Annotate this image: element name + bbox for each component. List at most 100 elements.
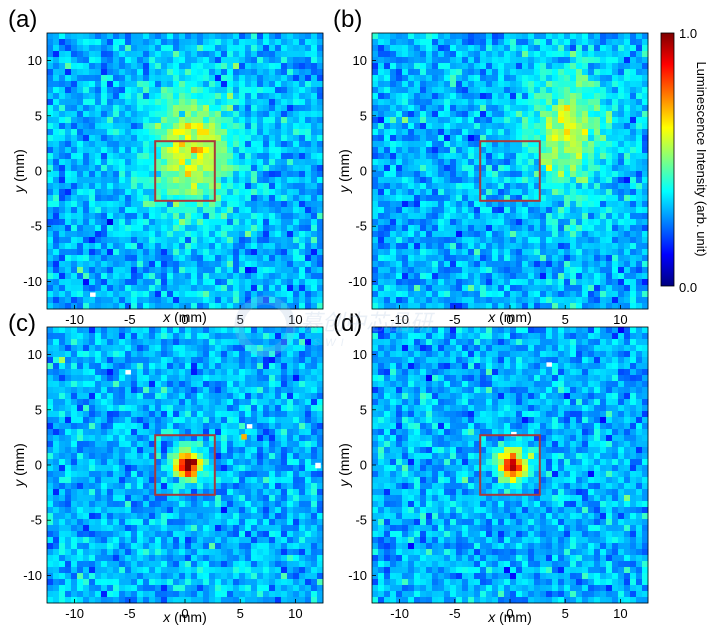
heatmap-cell [317,93,324,100]
heatmap-cell [53,45,60,52]
heatmap-cell [281,327,288,334]
heatmap-cell [317,135,324,142]
heatmap-cell [438,219,445,226]
heatmap-cell [570,147,577,154]
heatmap-cell [65,273,72,280]
heatmap-cell [564,297,571,304]
heatmap-cell [251,255,258,262]
heatmap-cell [197,399,204,406]
heatmap-cell [293,399,300,406]
heatmap-cell [570,183,577,190]
heatmap-cell [432,51,439,58]
heatmap-cell [588,159,595,166]
heatmap-cell [378,75,385,82]
heatmap-cell [179,153,186,160]
heatmap-cell [564,225,571,232]
heatmap-cell [215,39,222,46]
heatmap-cell [576,33,583,40]
heatmap-cell [71,393,78,400]
heatmap-cell [143,249,150,256]
heatmap-cell [396,117,403,124]
heatmap-cell [269,285,276,292]
heatmap-cell [263,195,270,202]
heatmap-cell [185,105,192,112]
heatmap-cell [576,291,583,298]
heatmap-cell [281,45,288,52]
heatmap-cell [558,69,565,76]
heatmap-cell [233,255,240,262]
heatmap-cell [83,417,90,424]
heatmap-cell [408,105,415,112]
heatmap-cell [53,33,60,40]
heatmap-cell [263,267,270,274]
heatmap-cell [636,123,643,130]
heatmap-cell [155,165,162,172]
heatmap-cell [378,117,385,124]
heatmap-cell [402,291,409,298]
heatmap-cell [438,105,445,112]
heatmap-cell [197,297,204,304]
heatmap-cell [143,153,150,160]
heatmap-cell [101,195,108,202]
heatmap-cell [642,165,649,172]
heatmap-cell [504,81,511,88]
heatmap-cell [372,237,379,244]
heatmap-cell [408,159,415,166]
heatmap-cell [83,207,90,214]
heatmap-cell [119,225,126,232]
heatmap-cell [432,45,439,52]
heatmap-cell [215,387,222,394]
heatmap-cell [209,399,216,406]
heatmap-cell [119,219,126,226]
heatmap-cell [618,201,625,208]
heatmap-cell [546,39,553,46]
heatmap-cell [474,135,481,142]
heatmap-cell [287,273,294,280]
heatmap-cell [59,105,66,112]
heatmap-cell [173,171,180,178]
heatmap-cell [516,63,523,70]
heatmap-cell [137,219,144,226]
heatmap-cell [293,411,300,418]
heatmap-cell [498,201,505,208]
heatmap-cell [239,129,246,136]
heatmap-cell [275,81,282,88]
heatmap-cell [239,363,246,370]
heatmap-cell [173,411,180,418]
heatmap-cell [257,177,264,184]
heatmap-cell [287,237,294,244]
heatmap-cell [606,279,613,286]
heatmap-cell [414,171,421,178]
heatmap-cell [287,225,294,232]
heatmap-cell [546,267,553,274]
heatmap-cell [462,75,469,82]
heatmap-cell [65,105,72,112]
heatmap-cell [576,63,583,70]
heatmap-cell [462,51,469,58]
heatmap-cell [414,75,421,82]
heatmap-cell [185,345,192,352]
heatmap-cell [197,393,204,400]
heatmap-cell [642,33,649,40]
heatmap-cell [618,57,625,64]
heatmap-cell [576,75,583,82]
heatmap-cell [209,111,216,118]
heatmap-cell [474,285,481,292]
heatmap-cell [179,45,186,52]
heatmap-cell [59,123,66,130]
heatmap-cell [486,135,493,142]
heatmap-cell [480,183,487,190]
heatmap-cell [257,375,264,382]
heatmap-cell [101,405,108,412]
heatmap-cell [372,87,379,94]
heatmap-cell [119,81,126,88]
heatmap-cell [630,291,637,298]
heatmap-cell [275,189,282,196]
heatmap-cell [594,51,601,58]
heatmap-cell [227,63,234,70]
heatmap-cell [618,291,625,298]
heatmap-cell [492,213,499,220]
heatmap-cell [378,57,385,64]
heatmap-cell [317,357,324,364]
heatmap-cell [311,75,318,82]
